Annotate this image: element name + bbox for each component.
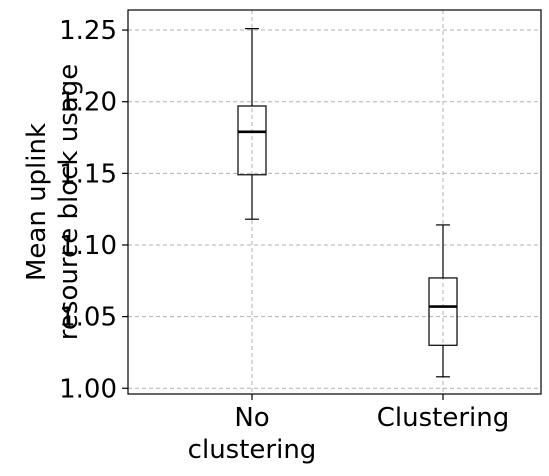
y-axis-ticks: 1.00 1.05 1.10 1.15 1.20 1.25 (59, 16, 128, 404)
plot-frame (127, 9, 542, 395)
y-tick-label: 1.20 (59, 88, 117, 118)
y-tick-label: 1.10 (59, 231, 117, 261)
x-axis-ticks: No clustering Clustering (188, 394, 510, 465)
box-clustering (428, 224, 458, 378)
y-tick-label: 1.00 (59, 374, 117, 404)
y-axis-label: Mean uplinkresource block usage (22, 64, 84, 340)
y-tick-label: 1.15 (59, 159, 117, 189)
box-series (237, 28, 458, 378)
y-tick-label: 1.05 (59, 303, 117, 333)
grid-lines (128, 10, 541, 394)
iqr-box (428, 277, 458, 346)
box-no-clustering (237, 28, 267, 220)
x-tick-label-clustering: Clustering (377, 403, 510, 433)
iqr-box (237, 105, 267, 176)
y-tick-label: 1.25 (59, 16, 117, 46)
x-tick-label-no-clustering: No clustering (188, 403, 317, 465)
